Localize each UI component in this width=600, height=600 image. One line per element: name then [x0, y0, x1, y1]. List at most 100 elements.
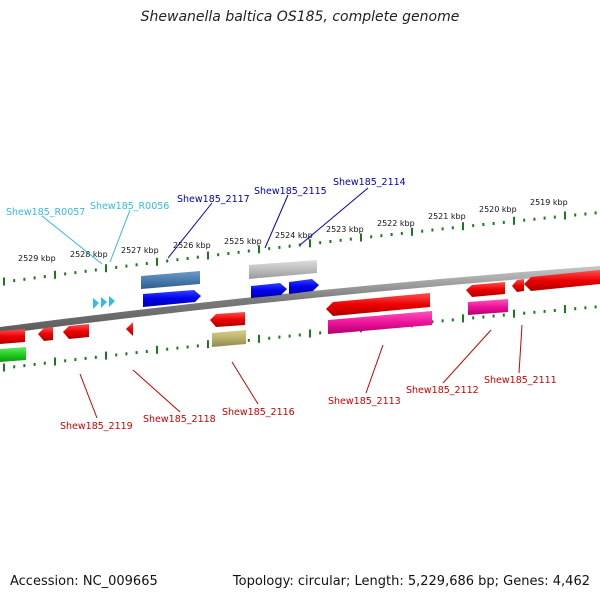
genome-summary-text: Topology: circular; Length: 5,229,686 bp…	[232, 574, 590, 589]
minor-tick	[227, 252, 230, 255]
major-tick	[207, 340, 209, 349]
minor-tick	[380, 234, 383, 238]
minor-tick	[268, 247, 271, 251]
major-tick	[3, 277, 5, 286]
gene-label[interactable]: Shew185_2119	[60, 421, 133, 432]
gene-shew185-2115-blue[interactable]	[251, 283, 287, 298]
minor-tick	[33, 362, 36, 366]
gene-label[interactable]: Shew185_R0057	[6, 207, 85, 218]
minor-tick	[431, 320, 434, 324]
minor-tick	[43, 361, 46, 365]
minor-tick	[441, 227, 444, 231]
minor-tick	[298, 333, 301, 337]
minor-tick	[115, 353, 118, 357]
accession-text: Accession: NC_009665	[10, 574, 158, 589]
major-tick	[105, 264, 107, 273]
minor-tick	[523, 311, 526, 315]
gene-shew185-2114-blue[interactable]	[289, 279, 319, 294]
gene-labels-above: Shew185_R0057 Shew185_R0056 Shew185_2117…	[6, 177, 406, 218]
gene-shew185-2117-steel[interactable]	[141, 271, 200, 289]
minor-tick	[533, 310, 536, 314]
minor-tick	[472, 316, 475, 320]
gene-label[interactable]: Shew185_2118	[143, 414, 216, 425]
minor-tick	[349, 237, 352, 241]
minor-tick	[288, 244, 291, 248]
minor-tick	[13, 279, 16, 283]
gene-shew185-2111[interactable]	[524, 270, 600, 291]
minor-tick	[74, 271, 77, 275]
gene-label[interactable]: Shew185_2111	[484, 375, 557, 386]
minor-tick	[523, 218, 526, 222]
forward-strand-features	[93, 260, 319, 309]
gene-shew185-2116-red[interactable]	[210, 312, 245, 327]
major-tick	[156, 345, 158, 354]
leader-line	[365, 344, 384, 394]
gene-label[interactable]: Shew185_2113	[328, 396, 401, 407]
minor-tick	[94, 355, 97, 359]
kbp-label: 2521 kbp	[428, 212, 466, 221]
minor-tick	[584, 212, 587, 216]
minor-tick	[421, 229, 424, 233]
minor-tick	[584, 306, 587, 310]
kbp-label: 2519 kbp	[530, 198, 568, 207]
minor-tick	[145, 350, 148, 353]
gene-label[interactable]: Shew185_R0056	[90, 201, 169, 212]
rna-shew185-r0057-b[interactable]	[101, 297, 107, 308]
gene-label[interactable]: Shew185_2116	[222, 407, 295, 418]
gene-shew185-2116-olive[interactable]	[212, 330, 246, 347]
minor-tick	[298, 243, 301, 247]
gene-shew185-2111-small[interactable]	[512, 279, 524, 292]
minor-tick	[482, 223, 485, 226]
minor-tick	[43, 275, 46, 279]
minor-tick	[451, 318, 454, 322]
major-tick	[513, 216, 515, 225]
gene-shew185-2119-small[interactable]	[38, 327, 53, 341]
gene-label[interactable]: Shew185_2115	[254, 186, 327, 197]
major-tick	[207, 251, 209, 260]
major-tick	[360, 233, 362, 242]
gene-left-edge-red[interactable]	[0, 329, 25, 344]
gene-shew185-2113-pink[interactable]	[328, 311, 432, 334]
gene-shew185-2112-pink[interactable]	[468, 299, 508, 315]
gene-shew185-2119[interactable]	[63, 324, 89, 339]
gene-label[interactable]: Shew185_2114	[333, 177, 406, 188]
minor-tick	[23, 277, 26, 281]
minor-tick	[145, 262, 148, 265]
minor-tick	[370, 235, 373, 239]
kbp-labels: 2529 kbp 2528 kbp 2527 kbp 2526 kbp 2525…	[18, 198, 568, 263]
leader-line	[299, 187, 369, 246]
gene-shew185-2115-gray[interactable]	[249, 260, 317, 279]
leader-line	[132, 369, 181, 413]
minor-tick	[125, 352, 128, 356]
gene-shew185-2117-blue[interactable]	[143, 290, 201, 307]
minor-tick	[64, 359, 67, 363]
minor-tick	[400, 231, 403, 235]
minor-tick	[135, 351, 138, 355]
gene-label[interactable]: Shew185_2117	[177, 194, 250, 205]
gene-shew185-2112-red[interactable]	[466, 282, 505, 297]
major-tick	[258, 334, 260, 343]
minor-tick	[441, 319, 444, 323]
minor-tick	[84, 356, 87, 360]
minor-tick	[319, 241, 322, 245]
minor-tick	[74, 358, 77, 362]
minor-tick	[502, 313, 505, 317]
leader-line	[518, 324, 523, 374]
gene-label[interactable]: Shew185_2112	[406, 385, 479, 396]
minor-tick	[176, 346, 179, 350]
minor-tick	[502, 220, 505, 224]
gene-left-edge-green[interactable]	[0, 347, 26, 362]
minor-tick	[196, 344, 199, 348]
major-tick	[3, 363, 5, 372]
minor-tick	[431, 228, 434, 232]
minor-tick	[64, 272, 67, 276]
gene-shew185-2118[interactable]	[126, 322, 133, 336]
genome-backbone	[0, 266, 600, 334]
gene-labels-below: Shew185_2119 Shew185_2118 Shew185_2116 S…	[60, 375, 557, 432]
rna-shew185-r0057-a[interactable]	[93, 298, 99, 309]
map-title: Shewanella baltica OS185, complete genom…	[140, 9, 460, 25]
minor-tick	[115, 265, 118, 269]
rna-shew185-r0056[interactable]	[109, 296, 115, 307]
gene-shew185-2113-red[interactable]	[326, 293, 430, 316]
minor-tick	[125, 264, 128, 268]
